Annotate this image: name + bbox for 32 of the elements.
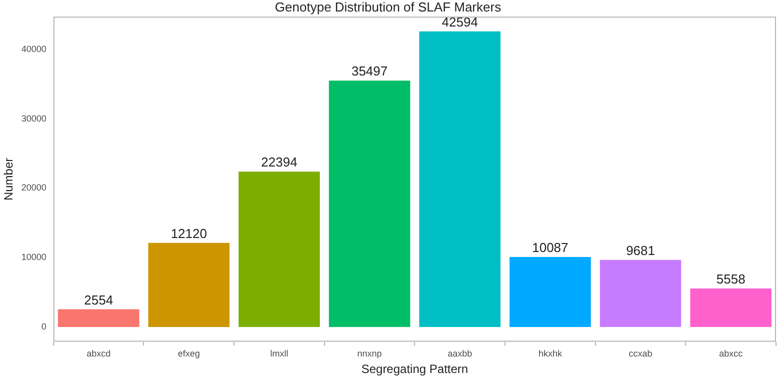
data-label: 2554: [84, 292, 114, 308]
data-label: 10087: [532, 240, 568, 256]
y-tick-label: 0: [41, 322, 46, 332]
x-tick-label: nnxnp: [357, 348, 382, 359]
x-tick-label: ccxab: [628, 348, 652, 359]
x-tick-label: aaxbb: [448, 348, 472, 359]
bar: [510, 257, 591, 328]
x-tick-label: lmxll: [270, 348, 288, 359]
x-axis-title: Segregating Pattern: [361, 362, 468, 376]
data-label: 42594: [442, 14, 478, 30]
y-tick-label: 30000: [21, 113, 46, 124]
chart-title: Genotype Distribution of SLAF Markers: [274, 0, 502, 14]
bar: [58, 309, 140, 328]
bar: [328, 80, 410, 328]
y-tick-label: 10000: [21, 252, 46, 262]
x-tick-label: hkxhk: [538, 348, 562, 359]
y-tick-label: 40000: [21, 44, 46, 54]
x-tick-label: efxeg: [178, 348, 200, 359]
bar: [148, 242, 230, 328]
bar: [600, 260, 682, 328]
bar: [419, 31, 501, 328]
data-label: 9681: [626, 242, 655, 258]
data-label: 12120: [170, 226, 207, 241]
x-tick-label: abxcc: [719, 348, 744, 359]
data-label: 22394: [261, 154, 298, 170]
data-label: 5558: [716, 272, 746, 287]
y-axis-title: Number: [2, 158, 16, 201]
x-tick-label: abxcd: [86, 348, 111, 359]
data-label: 35497: [351, 64, 388, 79]
bar: [238, 172, 320, 328]
y-tick-label: 20000: [21, 182, 46, 193]
bar: [690, 288, 772, 328]
